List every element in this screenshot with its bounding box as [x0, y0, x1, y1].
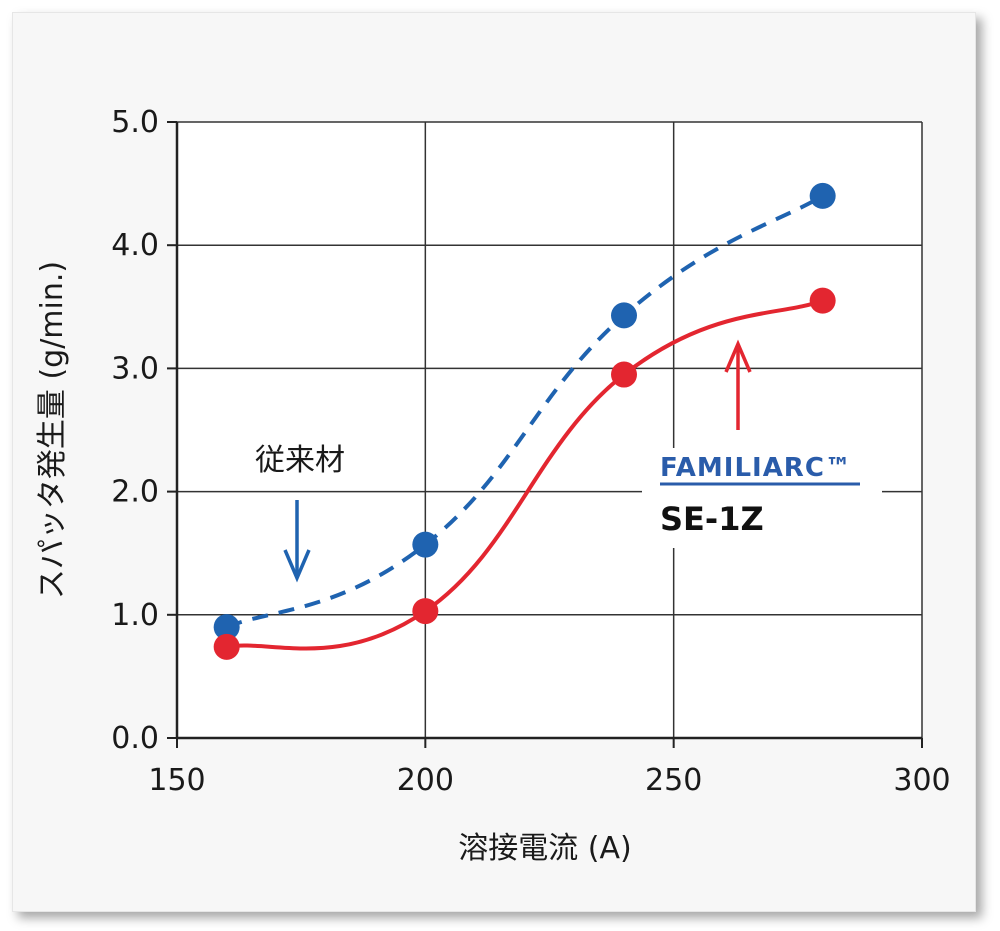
- x-tick-label: 200: [397, 763, 454, 798]
- axes: [167, 121, 923, 748]
- conventional-label: 従来材: [255, 443, 345, 478]
- x-tick-labels: 150 200 250 300: [148, 763, 950, 798]
- brand-label-bg: [642, 448, 882, 548]
- series-1-point: [412, 531, 439, 558]
- x-tick-label: 250: [645, 763, 702, 798]
- grid-lines: [176, 121, 923, 739]
- series-2-point: [213, 633, 240, 660]
- series-1-point: [611, 302, 637, 329]
- x-tick-label: 150: [148, 763, 205, 798]
- y-tick-label: 0.0: [111, 721, 159, 756]
- y-tick-label: 3.0: [111, 351, 159, 386]
- conventional-arrow: [283, 500, 311, 583]
- plot-area: [177, 122, 922, 738]
- brand-logo: FAMILIARC™: [660, 453, 852, 483]
- y-tick-labels: 0.0 1.0 2.0 3.0 4.0 5.0: [111, 105, 159, 756]
- series-1-point: [213, 614, 240, 641]
- series-line-2: [226, 298, 824, 651]
- series-line-1: [225, 194, 824, 629]
- se1z-arrow: [724, 339, 752, 430]
- y-axis-title: スパッタ発生量 (g/min.): [35, 261, 70, 599]
- series-2-point: [809, 287, 836, 314]
- y-tick-label: 4.0: [111, 228, 159, 263]
- y-tick-label: 2.0: [111, 475, 159, 510]
- series-2-point: [412, 598, 439, 625]
- x-axis-title: 溶接電流 (A): [458, 831, 631, 866]
- series-1-point: [809, 182, 836, 209]
- model-label: SE-1Z: [660, 500, 764, 538]
- series-2-point: [611, 361, 637, 388]
- series-group: [213, 182, 836, 660]
- x-tick-label: 300: [893, 763, 950, 798]
- y-tick-label: 5.0: [111, 105, 159, 140]
- y-tick-label: 1.0: [111, 598, 159, 633]
